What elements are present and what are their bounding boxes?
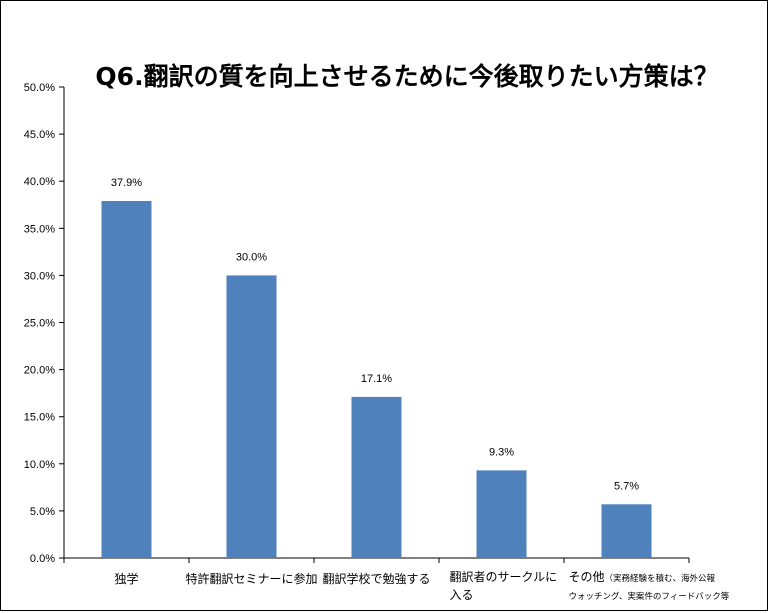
bar	[476, 470, 527, 558]
category-label: 独学	[114, 571, 138, 586]
data-label: 37.9%	[111, 177, 142, 189]
y-tick-label: 50.0%	[24, 82, 55, 94]
category-label: その他（実務経験を積む、海外公報	[569, 570, 716, 584]
bars	[101, 200, 652, 558]
y-tick-label: 30.0%	[24, 270, 55, 282]
data-label: 5.7%	[614, 480, 639, 492]
y-tick-label: 5.0%	[30, 506, 55, 518]
bar	[601, 504, 652, 558]
y-tick-label: 0.0%	[30, 553, 55, 565]
y-tick-label: 20.0%	[24, 365, 55, 377]
axes: 0.0% 5.0% 10.0% 15.0% 20.0% 25.0% 30.0% 35.0% 40…	[24, 82, 690, 565]
data-label: 17.1%	[361, 373, 392, 385]
category-label: 翻訳者のサークルに	[450, 569, 558, 584]
bar	[226, 275, 277, 558]
chart-title: Q6.翻訳の質を向上させるために今後取りたい方策は？	[95, 62, 718, 91]
labels: 37.9% 30.0% 17.1% 9.3% 5.7% 独学 特許翻訳セミナーに参加 翻訳学校…	[111, 177, 730, 602]
bar	[351, 396, 402, 558]
y-tick-label: 45.0%	[24, 129, 55, 141]
data-label: 30.0%	[236, 251, 267, 263]
bar	[101, 200, 152, 558]
y-tick-label: 15.0%	[24, 412, 55, 424]
category-label: 特許翻訳セミナーに参加	[185, 571, 317, 586]
category-label-line2: ウォッチング、実案件のフィードバック等	[569, 591, 730, 602]
category-label: 翻訳学校で勉強する	[322, 571, 430, 586]
y-tick-label: 35.0%	[24, 223, 55, 235]
category-label-suffix: （実務経験を積む、海外公報	[605, 573, 716, 584]
data-label: 9.3%	[489, 446, 514, 458]
y-tick-label: 25.0%	[24, 318, 55, 330]
y-tick-label: 10.0%	[24, 459, 55, 471]
y-tick-label: 40.0%	[24, 176, 55, 188]
category-label-line2: 入る	[450, 588, 474, 602]
